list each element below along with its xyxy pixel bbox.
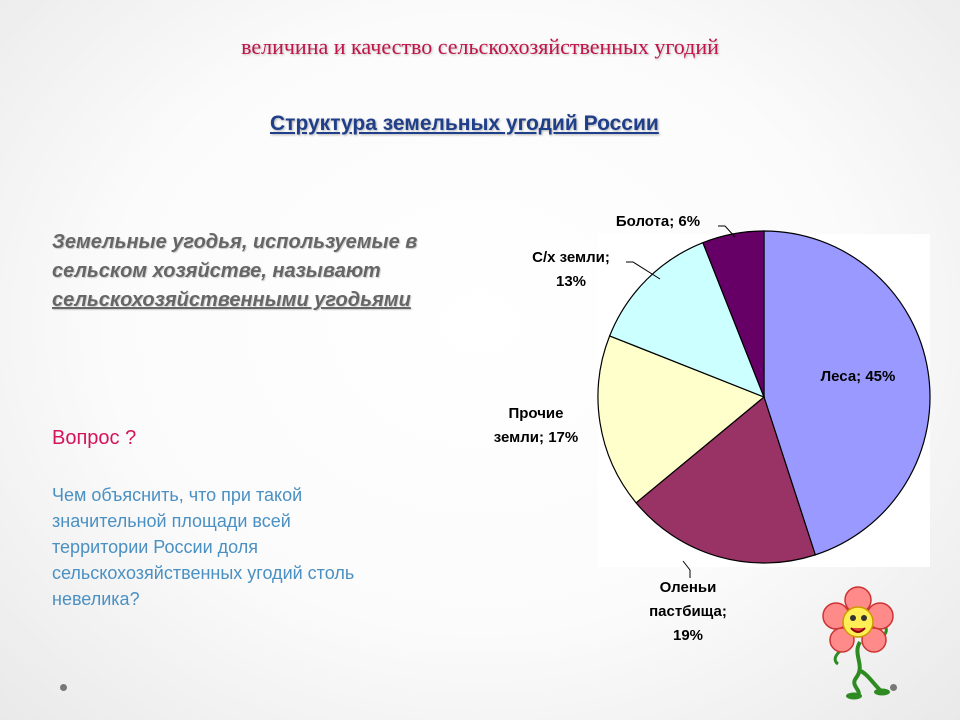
slice-label: Прочие земли; 17% xyxy=(494,405,578,446)
bullet-left xyxy=(60,684,67,691)
pie-slice xyxy=(608,241,766,399)
slice-label: Оленьи пастбища; 19% xyxy=(649,579,727,644)
pie-slice xyxy=(763,230,931,556)
slice-label-line: пастбища; xyxy=(649,603,727,620)
pie-slice xyxy=(597,335,766,504)
question-text: Чем объяснить, что при такой значительно… xyxy=(52,485,355,609)
slide-title: величина и качество сельскохозяйственных… xyxy=(241,34,719,59)
slice-label: С/х земли; 13% xyxy=(532,249,610,290)
slice-label-line: Прочие xyxy=(508,405,563,422)
question-label: Вопрос ? xyxy=(52,427,137,449)
slice-label: Леса; 45% xyxy=(821,368,896,385)
pie-slices xyxy=(597,230,931,564)
pie-slice xyxy=(702,230,765,398)
flower-mascot-icon xyxy=(822,586,894,700)
slice-label-line: Леса; 45% xyxy=(821,368,896,385)
leader-line xyxy=(626,261,661,280)
slice-labels: Леса; 45% Оленьи пастбища; 19% Прочие земли; … xyxy=(494,213,896,644)
leader-lines xyxy=(626,225,736,578)
slice-label-line: С/х земли; xyxy=(532,249,610,266)
definition-text: Земельные угодья, используемые в сельско… xyxy=(52,228,472,315)
slice-label-line: земли; 17% xyxy=(494,429,578,446)
leader-line xyxy=(718,225,736,238)
leader-line xyxy=(682,560,691,578)
chart-heading: Структура земельных угодий России xyxy=(270,112,659,135)
slice-label-line: 13% xyxy=(556,273,586,290)
bullet-right xyxy=(890,684,897,691)
definition-prefix: Земельные угодья, используемые в сельско… xyxy=(52,231,418,282)
slice-label: Болота; 6% xyxy=(616,213,700,230)
pie-slice xyxy=(635,395,817,564)
slice-label-line: 19% xyxy=(673,627,703,644)
slice-label-line: Болота; 6% xyxy=(616,213,700,230)
slice-label-line: Оленьи xyxy=(660,579,717,596)
definition-term: сельскохозяйственными угодьями xyxy=(52,289,411,311)
